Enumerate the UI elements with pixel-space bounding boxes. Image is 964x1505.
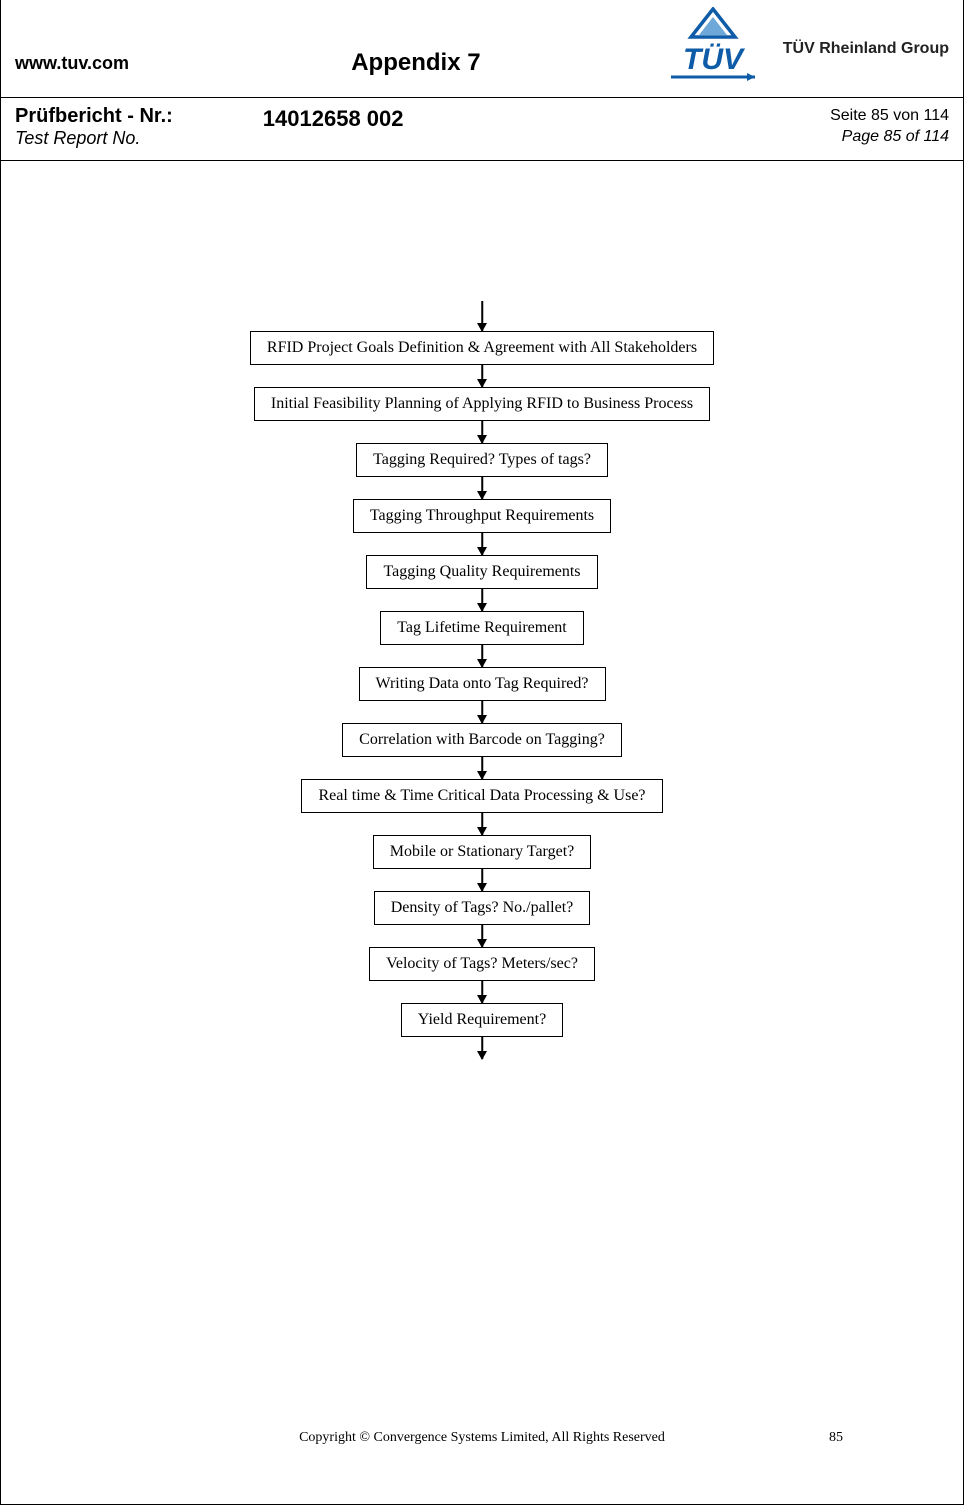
page-en: Page 85 of 114: [830, 127, 949, 148]
flow-node: Tag Lifetime Requirement: [380, 611, 583, 645]
page-de: Seite 85 von 114: [830, 106, 949, 127]
document-page: www.tuv.com Appendix 7 TÜV TÜV Rheinland…: [0, 0, 964, 1505]
flow-arrow: [481, 645, 483, 667]
flow-node: Mobile or Stationary Target?: [373, 835, 591, 869]
report-label-en: Test Report No.: [15, 128, 173, 150]
report-label: Prüfbericht - Nr.: Test Report No.: [15, 104, 173, 150]
flow-arrow: [481, 477, 483, 499]
footer: Copyright © Convergence Systems Limited,…: [1, 1430, 963, 1446]
flow-arrow: [481, 925, 483, 947]
header-sub: Prüfbericht - Nr.: Test Report No. 14012…: [1, 98, 963, 161]
flow-arrow: [481, 533, 483, 555]
flow-node: Tagging Required? Types of tags?: [356, 443, 608, 477]
flow-arrow: [481, 981, 483, 1003]
flow-arrow: [481, 301, 483, 331]
flow-node: Density of Tags? No./pallet?: [374, 891, 591, 925]
flow-arrow: [481, 589, 483, 611]
flow-node: Tagging Throughput Requirements: [353, 499, 611, 533]
svg-text:TÜV: TÜV: [683, 43, 746, 76]
footer-page-number: 85: [829, 1430, 843, 1446]
flow-node: Initial Feasibility Planning of Applying…: [254, 387, 710, 421]
copyright-text: Copyright © Convergence Systems Limited,…: [299, 1430, 665, 1446]
flow-arrow: [481, 1037, 483, 1059]
flow-arrow: [481, 757, 483, 779]
flow-arrow: [481, 701, 483, 723]
flow-arrow: [481, 365, 483, 387]
flow-node: Writing Data onto Tag Required?: [359, 667, 606, 701]
page-number-block: Seite 85 von 114 Page 85 of 114: [830, 104, 949, 148]
logo-block: TÜV TÜV Rheinland Group: [663, 7, 949, 91]
flow-node: Velocity of Tags? Meters/sec?: [369, 947, 595, 981]
report-label-de: Prüfbericht - Nr.:: [15, 104, 173, 128]
flow-node: Real time & Time Critical Data Processin…: [301, 779, 662, 813]
flowchart: RFID Project Goals Definition & Agreemen…: [1, 301, 963, 1059]
flow-arrow: [481, 869, 483, 891]
tuv-logo-icon: TÜV: [663, 7, 763, 91]
site-url: www.tuv.com: [15, 23, 129, 74]
header-top: www.tuv.com Appendix 7 TÜV TÜV Rheinland…: [1, 0, 963, 98]
flow-node: Tagging Quality Requirements: [366, 555, 597, 589]
flow-node: Correlation with Barcode on Tagging?: [342, 723, 622, 757]
flow-node: Yield Requirement?: [401, 1003, 563, 1037]
flow-node: RFID Project Goals Definition & Agreemen…: [250, 331, 714, 365]
flow-arrow: [481, 813, 483, 835]
appendix-title: Appendix 7: [129, 21, 663, 77]
report-label-block: Prüfbericht - Nr.: Test Report No. 14012…: [15, 104, 404, 150]
logo-group-text: TÜV Rheinland Group: [783, 40, 949, 58]
report-number: 14012658 002: [263, 104, 404, 132]
flow-arrow: [481, 421, 483, 443]
